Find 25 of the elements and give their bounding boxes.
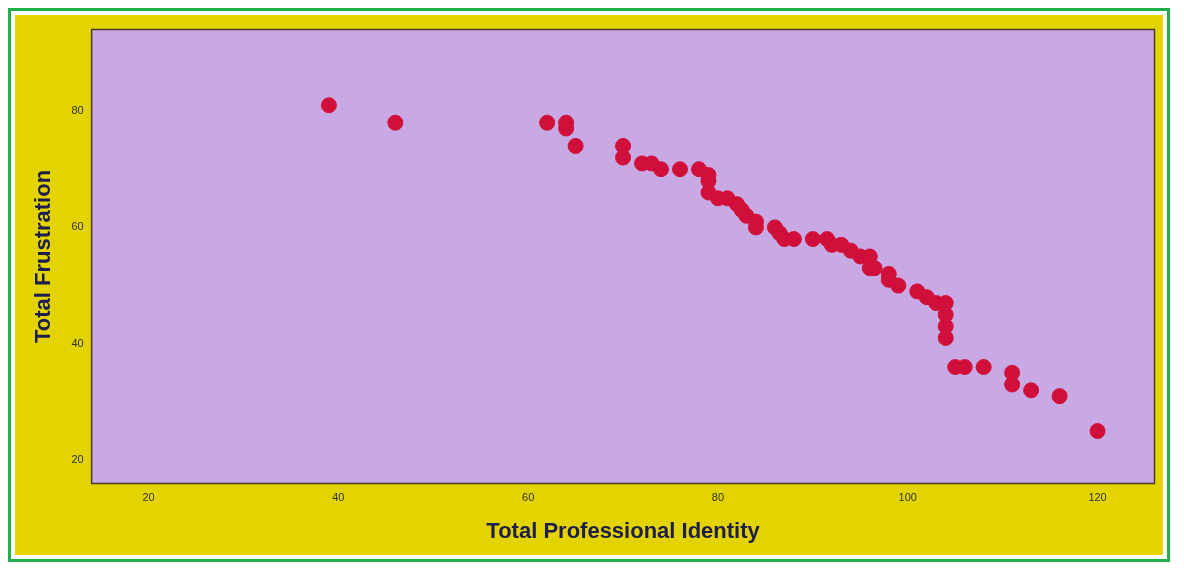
point [975, 359, 992, 376]
point [387, 114, 404, 131]
point [804, 231, 821, 248]
point [1089, 423, 1106, 440]
x-axis-title: Total Professional Identity [486, 517, 761, 543]
x-tick-label: 100 [898, 491, 917, 504]
y-tick-label: 20 [71, 453, 84, 466]
point [672, 161, 689, 178]
point [1051, 388, 1068, 405]
x-tick-label: 60 [522, 491, 535, 504]
point [1023, 382, 1040, 399]
x-tick-label: 20 [142, 491, 155, 504]
point [653, 161, 670, 178]
x-tick-label: 80 [711, 491, 725, 504]
y-axis-title: Total Frustration [30, 169, 56, 344]
y-tick-label: 60 [71, 220, 84, 233]
y-tick-label: 40 [71, 336, 84, 349]
y-tick-label: 80 [71, 104, 84, 117]
x-tick-label: 120 [1088, 491, 1107, 504]
point [1004, 376, 1021, 393]
point [567, 137, 584, 154]
point [320, 97, 337, 114]
point [539, 114, 556, 131]
x-tick-label: 40 [332, 491, 345, 504]
point [890, 277, 907, 294]
